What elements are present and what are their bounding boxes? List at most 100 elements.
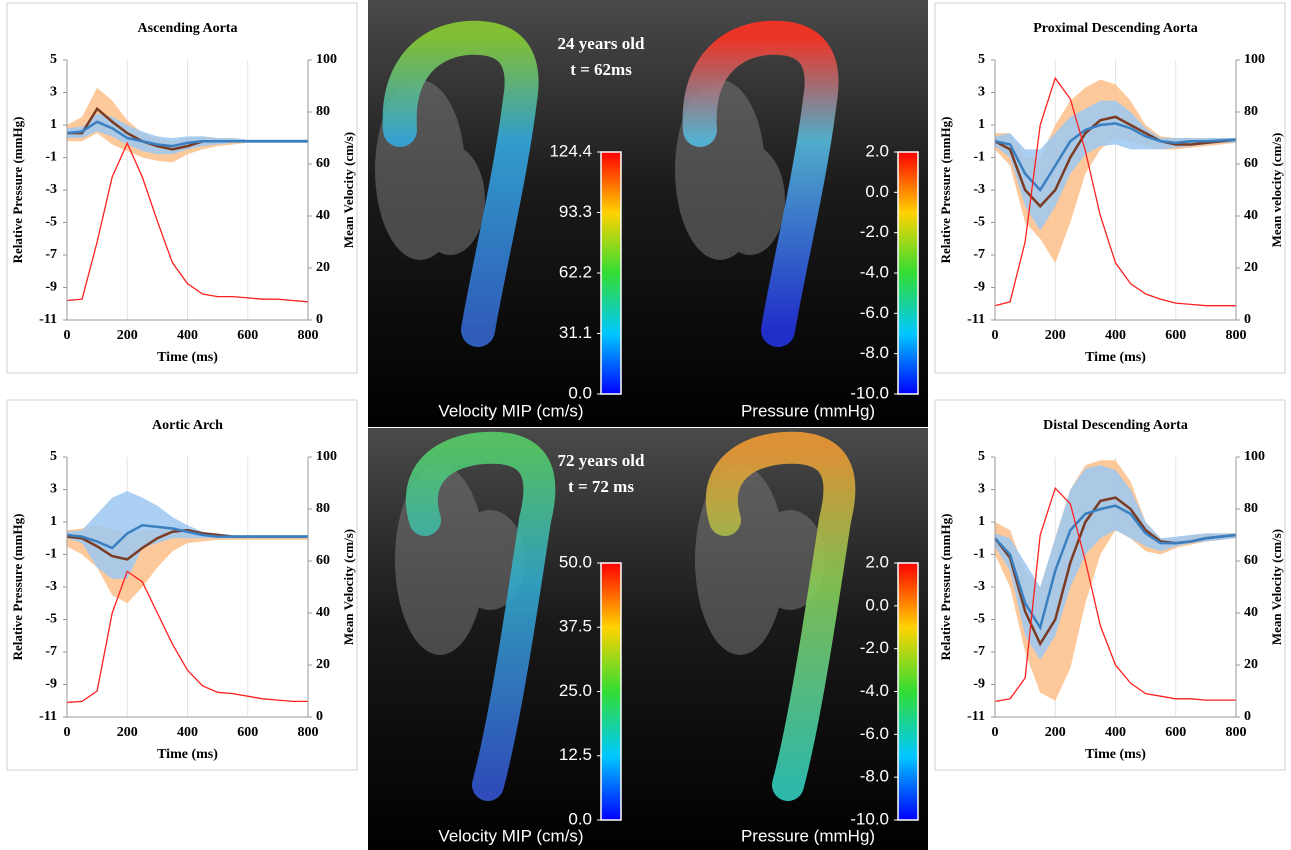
- y2-tick-label: 80: [1244, 104, 1258, 119]
- colorbar-tick-label: 0.0: [865, 595, 889, 614]
- y2-axis-label: Mean velocity (cm/s): [1269, 133, 1284, 248]
- x-tick-label: 0: [992, 725, 999, 740]
- image-age: 24 years old: [558, 34, 645, 53]
- y-tick-label: -7: [45, 644, 57, 659]
- colorbar-tick-label: -10.0: [850, 383, 889, 402]
- colorbar-tick-label: -6.0: [860, 724, 889, 743]
- range-band: [67, 491, 308, 579]
- x-axis-label: Time (ms): [157, 350, 218, 365]
- colorbar-tick-label: -2.0: [860, 222, 889, 241]
- series-line: [994, 76, 1236, 307]
- colorbar-tick-label: 0.0: [865, 182, 889, 201]
- image-time: t = 72 ms: [568, 477, 634, 496]
- colorbar-tick-label: 25.0: [559, 681, 592, 700]
- x-tick-label: 600: [1165, 328, 1186, 343]
- y-tick-label: -5: [973, 612, 985, 627]
- colorbar-tick-label: 50.0: [559, 552, 592, 571]
- y-tick-label: 5: [50, 449, 57, 464]
- y-tick-label: 1: [50, 514, 57, 529]
- y-tick-label: 3: [978, 482, 985, 497]
- axis-frame: [994, 60, 1237, 321]
- colorbar-tick-label: 124.4: [549, 141, 592, 160]
- y2-tick-label: 40: [316, 605, 330, 620]
- y2-axis-label: Mean Velocity (cm/s): [341, 529, 356, 645]
- chart-panel: [6, 2, 358, 374]
- aorta: [382, 20, 856, 801]
- y-tick-label: -5: [45, 215, 57, 230]
- y-tick-label: -9: [45, 280, 57, 295]
- y-tick-label: -3: [45, 182, 57, 197]
- colorbar-label: Velocity MIP (cm/s): [438, 826, 583, 845]
- y2-tick-label: 60: [316, 553, 330, 568]
- y-tick-label: 3: [978, 85, 985, 100]
- colorbar-tick-label: -8.0: [860, 767, 889, 786]
- y-tick-label: -3: [973, 579, 985, 594]
- y-tick-label: -9: [973, 280, 985, 295]
- y-tick-label: -5: [45, 612, 57, 627]
- y-tick-label: 5: [978, 449, 985, 464]
- axis-frame: [994, 457, 1237, 718]
- y2-tick-label: 100: [316, 52, 337, 67]
- y-tick-label: 3: [50, 482, 57, 497]
- y2-tick-label: 20: [1244, 657, 1258, 672]
- x-tick-label: 800: [1226, 725, 1247, 740]
- axis-frame: [66, 60, 309, 321]
- x-tick-label: 200: [117, 725, 138, 740]
- colorbar-tick-label: 2.0: [865, 552, 889, 571]
- y-tick-label: 5: [50, 52, 57, 67]
- y2-tick-label: 0: [316, 312, 323, 327]
- x-tick-label: 400: [1105, 328, 1126, 343]
- y2-tick-label: 20: [316, 657, 330, 672]
- x-tick-label: 600: [237, 328, 258, 343]
- chart-panel: [934, 2, 1286, 374]
- y-tick-label: -1: [45, 150, 57, 165]
- x-tick-label: 0: [64, 328, 71, 343]
- x-tick-label: 400: [1105, 725, 1126, 740]
- x-axis-label: Time (ms): [157, 747, 218, 762]
- series-line: [994, 115, 1237, 209]
- x-tick-label: 600: [1165, 725, 1186, 740]
- y2-tick-label: 80: [316, 501, 330, 516]
- x-tick-label: 0: [64, 725, 71, 740]
- colorbar-tick-label: -10.0: [850, 809, 889, 828]
- y2-tick-label: 40: [1244, 605, 1258, 620]
- y-tick-label: 5: [978, 52, 985, 67]
- colorbar: [897, 562, 919, 821]
- colorbar-tick-label: -8.0: [860, 343, 889, 362]
- x-tick-label: 200: [117, 328, 138, 343]
- y-tick-label: -3: [45, 579, 57, 594]
- y-tick-label: -7: [973, 247, 985, 262]
- colorbar-tick-label: -4.0: [860, 681, 889, 700]
- x-tick-label: 800: [298, 725, 319, 740]
- y-tick-label: -7: [973, 644, 985, 659]
- y-axis-label: Relative Pressure (mmHg): [938, 514, 953, 661]
- range-band: [995, 465, 1236, 661]
- colorbar-tick-label: 12.5: [559, 745, 592, 764]
- y2-axis-label: Mean Velocity (cm/s): [341, 132, 356, 248]
- colorbar-tick-label: 2.0: [865, 141, 889, 160]
- y2-tick-label: 100: [316, 449, 337, 464]
- y-tick-label: -1: [45, 547, 57, 562]
- colorbar-tick-label: -2.0: [860, 638, 889, 657]
- colorbar-label: Pressure (mmHg): [741, 826, 875, 845]
- y2-tick-label: 0: [1244, 312, 1251, 327]
- y-axis-label: Relative Pressure (mmHg): [10, 117, 25, 264]
- series-line: [66, 120, 308, 148]
- y-tick-label: -5: [973, 215, 985, 230]
- y-tick-label: -9: [45, 677, 57, 692]
- chart-title: Ascending Aorta: [138, 21, 238, 36]
- y-tick-label: 1: [978, 514, 985, 529]
- y2-tick-label: 20: [1244, 260, 1258, 275]
- colorbar-tick-label: 0.0: [568, 809, 592, 828]
- y2-tick-label: 0: [316, 709, 323, 724]
- series-line: [66, 523, 308, 550]
- y-tick-label: 3: [50, 85, 57, 100]
- y2-tick-label: 40: [1244, 208, 1258, 223]
- y-tick-label: -3: [973, 182, 985, 197]
- x-tick-label: 800: [298, 328, 319, 343]
- x-tick-label: 400: [177, 328, 198, 343]
- y2-tick-label: 0: [1244, 709, 1251, 724]
- image-panels: [368, 0, 928, 850]
- range-band: [995, 460, 1236, 701]
- colorbar-tick-label: 62.2: [559, 262, 592, 281]
